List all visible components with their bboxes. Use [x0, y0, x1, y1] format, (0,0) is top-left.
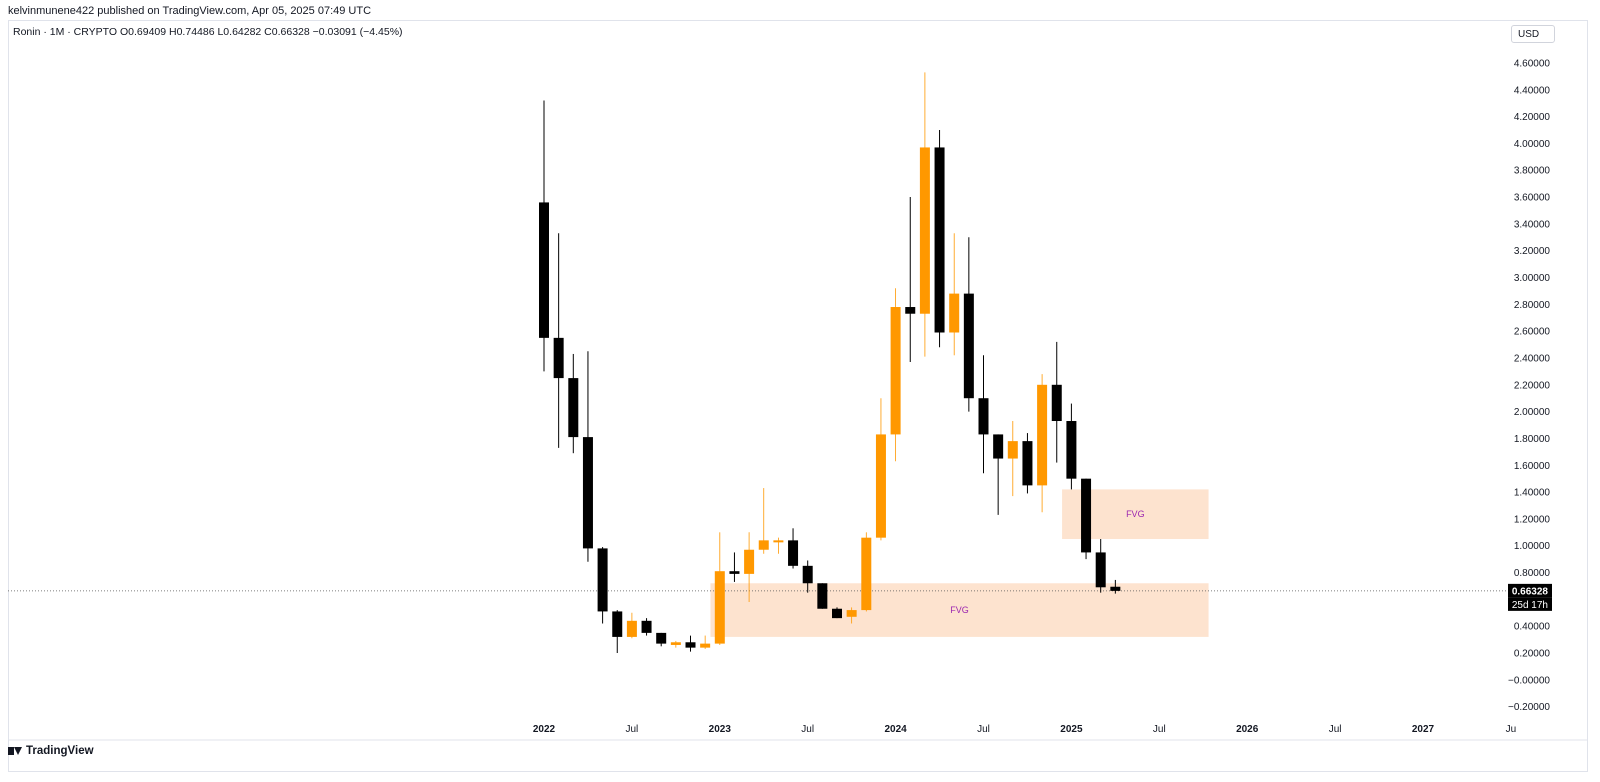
y-axis-tick-label: 3.60000	[1514, 193, 1551, 204]
candle-body	[641, 620, 652, 633]
tradingview-logo-icon	[8, 746, 22, 756]
candle-body	[832, 608, 842, 619]
candle-body	[656, 632, 667, 644]
y-axis-tick-label: 1.60000	[1514, 461, 1551, 472]
y-axis-tick-label: 1.00000	[1514, 541, 1551, 552]
candle-body	[949, 293, 960, 333]
candle-body	[612, 611, 623, 637]
y-axis-tick-label: 2.80000	[1514, 300, 1551, 311]
candle-body	[875, 434, 886, 538]
x-axis-tick-label: Jul	[1329, 724, 1342, 735]
candle-body	[788, 540, 799, 566]
fvg-zone	[710, 583, 1209, 637]
candle-body	[846, 610, 857, 617]
candle-body	[1066, 421, 1077, 479]
publish-info: kelvinmunene422 published on TradingView…	[8, 5, 372, 17]
last-price-badge	[1508, 583, 1552, 598]
candle-body	[1081, 478, 1092, 553]
candle-body	[905, 307, 916, 314]
fvg-label: FVG	[1126, 509, 1145, 519]
candle-body	[919, 147, 930, 314]
y-axis-tick-label: 3.20000	[1514, 246, 1551, 257]
candle-body	[568, 378, 579, 438]
x-axis-tick-label: 2024	[884, 724, 907, 735]
candle-body	[582, 437, 593, 549]
candle-body	[729, 571, 740, 574]
candle-body	[1037, 384, 1048, 486]
brand-label: TradingView	[26, 745, 94, 757]
y-axis-tick-label: 0.80000	[1514, 568, 1551, 579]
countdown-label: 25d 17h	[1512, 600, 1548, 611]
x-axis-tick-label: Jul	[977, 724, 990, 735]
x-axis-tick-label: 2026	[1236, 724, 1259, 735]
y-axis-tick-label: 2.20000	[1514, 380, 1551, 391]
y-axis-tick-label: 4.00000	[1514, 139, 1551, 150]
y-axis-tick-label: −0.00000	[1508, 675, 1550, 686]
candle-body	[773, 540, 784, 543]
y-axis-tick-label: 3.00000	[1514, 273, 1551, 284]
candle-body	[1051, 384, 1062, 422]
last-price-label: 0.66328	[1512, 586, 1549, 597]
candle-body	[1022, 441, 1033, 486]
candle-body	[758, 540, 769, 550]
x-axis-tick-label: Jul	[626, 724, 639, 735]
candle-body	[714, 571, 725, 644]
candle-body	[993, 434, 1004, 459]
y-axis-tick-label: 2.40000	[1514, 353, 1551, 364]
y-axis-tick-label: 1.80000	[1514, 434, 1551, 445]
y-axis-tick-label: 1.40000	[1514, 488, 1551, 499]
x-axis-tick-label: 2023	[709, 724, 732, 735]
candle-body	[597, 548, 608, 612]
candle-body	[802, 565, 813, 584]
candle-body	[700, 643, 711, 648]
candle-body	[1110, 586, 1121, 591]
x-axis-tick-label: Ju	[1506, 724, 1517, 735]
candle-body	[670, 642, 681, 645]
candle-body	[744, 549, 755, 574]
y-axis-tick-label: 4.20000	[1514, 112, 1551, 123]
countdown-badge	[1508, 597, 1552, 611]
x-axis-tick-label: Jul	[801, 724, 814, 735]
y-axis-tick-label: 0.20000	[1514, 649, 1551, 660]
y-axis-tick-label: 2.60000	[1514, 327, 1551, 338]
candle-body	[1095, 552, 1106, 588]
candle-body	[817, 583, 828, 609]
candle-body	[1007, 441, 1018, 459]
candle-body	[890, 307, 901, 435]
x-axis-tick-label: 2027	[1412, 724, 1435, 735]
candle-body	[539, 202, 549, 338]
y-axis-tick-label: 2.00000	[1514, 407, 1551, 418]
y-axis-tick-label: 3.40000	[1514, 219, 1551, 230]
fvg-label: FVG	[950, 605, 969, 615]
currency-button[interactable]: USD	[1511, 25, 1555, 43]
y-axis-tick-label: 3.80000	[1514, 166, 1551, 177]
y-axis-tick-label: 0.40000	[1514, 622, 1551, 633]
candle-body	[963, 293, 974, 399]
chart-frame	[8, 20, 1588, 772]
candle-body	[861, 537, 872, 611]
y-axis-tick-label: −0.20000	[1508, 702, 1550, 713]
symbol-legend: Ronin · 1M · CRYPTO O0.69409 H0.74486 L0…	[13, 26, 403, 38]
x-axis-tick-label: 2022	[533, 724, 556, 735]
candle-body	[685, 642, 696, 648]
candle-body	[626, 620, 637, 637]
y-axis-tick-label: 1.20000	[1514, 514, 1551, 525]
x-axis-tick-label: Jul	[1153, 724, 1166, 735]
candle-body	[553, 337, 564, 379]
candle-body	[934, 147, 945, 333]
candle-body	[978, 398, 989, 435]
tradingview-brand: TradingView	[8, 745, 94, 757]
y-axis-tick-label: 4.40000	[1514, 85, 1551, 96]
y-axis-tick-label: 4.60000	[1514, 58, 1551, 69]
x-axis-tick-label: 2025	[1060, 724, 1083, 735]
